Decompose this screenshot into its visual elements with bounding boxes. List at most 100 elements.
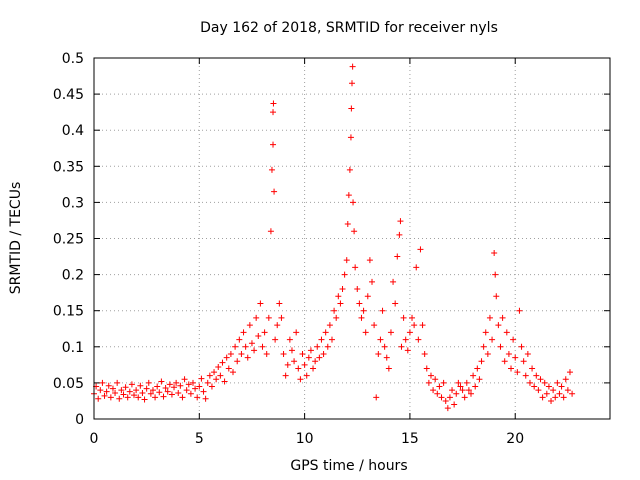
data-point — [299, 351, 306, 358]
data-point — [383, 354, 390, 361]
data-point — [126, 388, 133, 395]
data-point — [270, 141, 277, 148]
data-point — [192, 385, 199, 392]
data-point — [227, 351, 234, 358]
data-point — [495, 322, 502, 329]
x-tick-label: 5 — [195, 431, 204, 447]
x-tick-label: 0 — [90, 431, 99, 447]
data-point — [185, 381, 192, 388]
data-point — [436, 383, 443, 390]
data-point — [543, 390, 550, 397]
data-point — [295, 365, 302, 372]
data-point — [434, 390, 441, 397]
y-tick-label: 0.25 — [53, 232, 84, 248]
data-point — [520, 358, 527, 365]
data-point — [141, 396, 148, 403]
data-point — [470, 372, 477, 379]
data-point — [107, 394, 114, 401]
data-point — [417, 246, 424, 253]
data-point — [402, 336, 409, 343]
data-point — [314, 343, 321, 350]
data-point — [305, 354, 312, 361]
data-point — [265, 314, 272, 321]
data-point — [369, 278, 376, 285]
data-point — [427, 372, 434, 379]
data-point — [472, 383, 479, 390]
x-axis-label: GPS time / hours — [290, 458, 407, 474]
y-tick-label: 0 — [75, 412, 84, 428]
data-point — [97, 387, 104, 394]
data-point — [459, 387, 466, 394]
y-tick-label: 0.3 — [62, 195, 84, 211]
data-point — [398, 343, 405, 350]
data-point — [270, 100, 277, 107]
data-point — [371, 322, 378, 329]
data-point — [569, 390, 576, 397]
data-point — [270, 109, 277, 116]
data-point — [512, 354, 519, 361]
data-point — [288, 347, 295, 354]
data-point — [307, 347, 314, 354]
data-point — [232, 343, 239, 350]
data-point — [556, 390, 563, 397]
data-point — [152, 394, 159, 401]
data-point — [541, 379, 548, 386]
data-point — [387, 329, 394, 336]
data-point — [457, 383, 464, 390]
data-point — [337, 300, 344, 307]
data-point — [274, 322, 281, 329]
data-point — [394, 253, 401, 260]
data-point — [278, 314, 285, 321]
data-point — [234, 358, 241, 365]
data-point — [194, 394, 201, 401]
data-point — [255, 332, 262, 339]
data-point — [267, 228, 274, 235]
data-point — [345, 192, 352, 199]
data-point — [347, 134, 354, 141]
data-point — [404, 347, 411, 354]
x-tick-label: 15 — [401, 431, 419, 447]
data-point — [505, 351, 512, 358]
data-point — [156, 389, 163, 396]
data-point — [451, 401, 458, 408]
data-point — [213, 376, 220, 383]
data-point — [492, 271, 499, 278]
data-point — [164, 388, 171, 395]
data-point — [529, 365, 536, 372]
data-point — [322, 329, 329, 336]
data-point — [183, 387, 190, 394]
data-point — [396, 231, 403, 238]
data-point — [339, 286, 346, 293]
data-point — [476, 376, 483, 383]
data-point — [211, 369, 218, 376]
data-point — [516, 307, 523, 314]
data-point — [425, 379, 432, 386]
data-point — [280, 351, 287, 358]
data-point — [248, 340, 255, 347]
data-point — [251, 347, 258, 354]
data-point — [187, 390, 194, 397]
data-point — [189, 379, 196, 386]
data-point — [375, 351, 382, 358]
plot-frame — [93, 57, 611, 420]
data-point — [318, 336, 325, 343]
data-point — [158, 378, 165, 385]
data-point — [346, 166, 353, 173]
chart-title: Day 162 of 2018, SRMTID for receiver nyl… — [200, 20, 498, 36]
data-point — [463, 379, 470, 386]
data-point — [162, 384, 169, 391]
data-point — [351, 228, 358, 235]
data-point — [522, 372, 529, 379]
axis-ticks: 0 0.05 0.1 0.15 0.2 0.25 0.3 0.35 0.4 0.45 0.5 0 5 10… — [53, 51, 610, 447]
data-point — [440, 379, 447, 386]
data-point — [240, 329, 247, 336]
y-tick-label: 0.5 — [62, 51, 84, 67]
y-tick-label: 0.35 — [53, 159, 84, 175]
data-point — [421, 351, 428, 358]
data-point — [564, 387, 571, 394]
data-point — [358, 314, 365, 321]
data-point — [310, 365, 317, 372]
data-point — [533, 372, 540, 379]
data-point — [120, 391, 127, 398]
